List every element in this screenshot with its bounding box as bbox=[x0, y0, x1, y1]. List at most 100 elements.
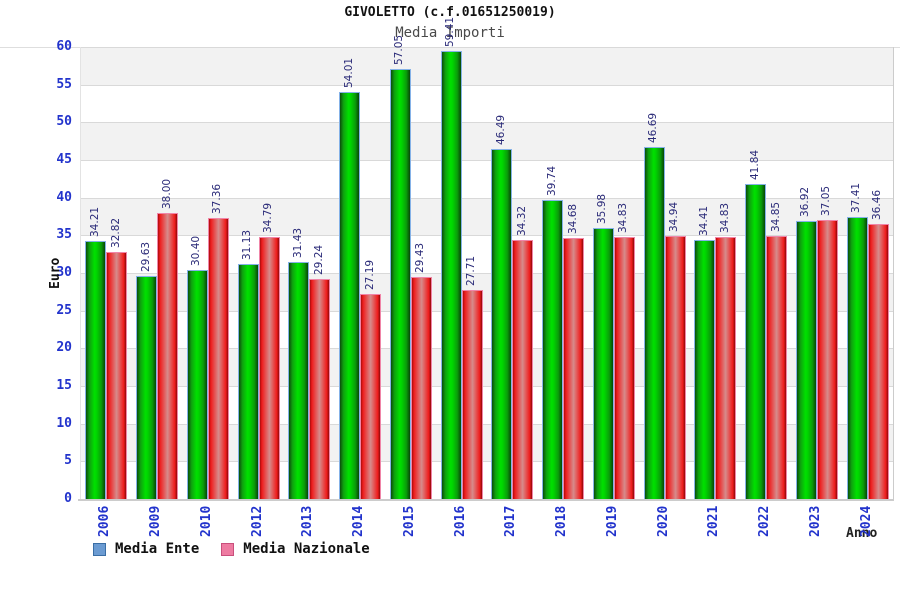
x-tick-label: 2020 bbox=[655, 505, 671, 537]
plot-area bbox=[80, 47, 894, 499]
bar-value-label: 36.46 bbox=[871, 190, 884, 221]
bar-media-ente bbox=[237, 264, 259, 499]
bar-value-label: 34.32 bbox=[515, 206, 528, 237]
legend-label-media-ente: Media Ente bbox=[115, 541, 200, 557]
gridline bbox=[81, 461, 893, 463]
bar-value-label: 32.82 bbox=[109, 217, 122, 248]
bar-value-label: 37.36 bbox=[211, 183, 224, 214]
bar-media-ente bbox=[85, 241, 107, 499]
x-tick-label: 2015 bbox=[401, 505, 417, 537]
x-tick-label: 2010 bbox=[198, 505, 214, 537]
background-band bbox=[81, 160, 893, 198]
bar-value-label: 31.13 bbox=[241, 230, 254, 261]
gridline bbox=[81, 273, 893, 274]
y-tick-label: 25 bbox=[56, 302, 72, 318]
y-axis-title: Euro bbox=[48, 257, 63, 289]
legend-item-media-nazionale: Media Nazionale bbox=[221, 541, 370, 557]
x-tick-label: 2014 bbox=[351, 505, 367, 537]
bar-value-label: 29.24 bbox=[312, 244, 325, 275]
bar-value-label: 34.68 bbox=[566, 203, 579, 234]
bar-media-nazionale bbox=[258, 236, 280, 499]
bar-value-label: 27.71 bbox=[465, 256, 478, 287]
x-axis-title: Anno bbox=[846, 526, 878, 541]
bar-value-label: 37.41 bbox=[850, 183, 863, 214]
bar-value-label: 31.43 bbox=[291, 228, 304, 259]
bar-media-nazionale bbox=[360, 294, 382, 499]
chart-subtitle: Media Importi bbox=[395, 25, 505, 41]
bar-media-ente bbox=[288, 262, 310, 499]
bar-value-label: 29.43 bbox=[414, 243, 427, 274]
x-tick-label: 2016 bbox=[452, 505, 468, 537]
x-tick-label: 2017 bbox=[503, 505, 519, 537]
x-tick-label: 2024 bbox=[858, 505, 874, 537]
bar-value-label: 27.19 bbox=[363, 260, 376, 291]
bar-media-nazionale bbox=[766, 236, 788, 499]
bar-value-label: 38.00 bbox=[160, 178, 173, 209]
bar-media-nazionale bbox=[867, 224, 889, 499]
gridline bbox=[81, 84, 893, 86]
bar-media-ente bbox=[491, 148, 513, 499]
x-tick-label: 2019 bbox=[604, 505, 620, 537]
x-tick-label: 2022 bbox=[757, 505, 773, 537]
background-band bbox=[81, 84, 893, 123]
y-tick-label: 50 bbox=[56, 114, 72, 130]
y-tick-label: 5 bbox=[64, 453, 72, 469]
gridline bbox=[81, 423, 893, 425]
bar-value-label: 34.94 bbox=[668, 201, 681, 232]
bar-media-nazionale bbox=[461, 290, 483, 499]
background-band bbox=[81, 122, 893, 160]
legend-swatch-media-nazionale bbox=[221, 542, 235, 556]
bar-media-nazionale bbox=[106, 251, 128, 499]
x-tick-label: 2013 bbox=[300, 505, 316, 537]
gridline bbox=[81, 386, 893, 387]
gridline bbox=[81, 197, 893, 199]
x-tick-label: 2018 bbox=[554, 505, 570, 537]
bar-media-ente bbox=[643, 147, 665, 499]
y-tick-label: 20 bbox=[56, 340, 72, 356]
y-tick-label: 60 bbox=[56, 39, 72, 54]
bar-media-nazionale bbox=[309, 278, 331, 499]
y-tick-label: 40 bbox=[56, 189, 72, 205]
gridline bbox=[81, 160, 893, 161]
bar-media-ente bbox=[542, 199, 564, 499]
bar-media-ente bbox=[694, 239, 716, 499]
bar-value-label: 41.84 bbox=[748, 149, 761, 180]
bar-value-label: 46.49 bbox=[494, 114, 507, 145]
bar-value-label: 57.05 bbox=[393, 35, 406, 66]
bar-value-label: 39.74 bbox=[545, 165, 558, 196]
bar-value-label: 30.40 bbox=[190, 235, 203, 266]
bar-media-ente bbox=[136, 275, 158, 499]
bar-value-label: 36.92 bbox=[799, 186, 812, 217]
bar-media-ente bbox=[846, 217, 868, 499]
bar-media-nazionale bbox=[816, 219, 838, 499]
bar-media-ente bbox=[440, 51, 462, 499]
x-tick-label: 2023 bbox=[807, 505, 823, 537]
bar-media-nazionale bbox=[613, 236, 635, 499]
gridline bbox=[81, 235, 893, 237]
bar-media-nazionale bbox=[157, 212, 179, 499]
bar-media-ente bbox=[795, 220, 817, 499]
bar-value-label: 34.83 bbox=[617, 202, 630, 233]
bar-value-label: 35.98 bbox=[596, 193, 609, 224]
y-tick-label: 35 bbox=[56, 227, 72, 243]
y-tick-label: 15 bbox=[56, 378, 72, 393]
background-band bbox=[81, 47, 893, 85]
bar-media-ente bbox=[339, 92, 361, 499]
bar-value-label: 46.69 bbox=[647, 113, 660, 144]
y-tick-label: 30 bbox=[56, 265, 72, 280]
bar-media-ente bbox=[745, 183, 767, 499]
x-tick-label: 2012 bbox=[249, 505, 265, 537]
bar-value-label: 29.63 bbox=[139, 241, 152, 272]
bar-media-nazionale bbox=[512, 240, 534, 499]
x-axis-line bbox=[78, 499, 894, 501]
bar-media-nazionale bbox=[715, 236, 737, 499]
bar-media-nazionale bbox=[207, 217, 229, 499]
x-tick-label: 2009 bbox=[148, 505, 164, 537]
bar-value-label: 34.85 bbox=[769, 202, 782, 233]
y-tick-label: 55 bbox=[56, 76, 72, 92]
bar-value-label: 34.79 bbox=[262, 202, 275, 233]
gridline bbox=[81, 310, 893, 312]
bar-media-ente bbox=[592, 227, 614, 499]
bar-media-nazionale bbox=[410, 277, 432, 499]
